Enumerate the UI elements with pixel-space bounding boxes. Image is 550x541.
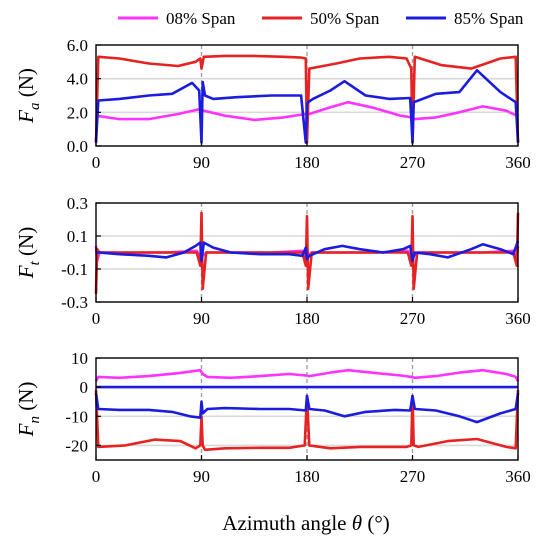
fa-series-span85-line [94, 69, 520, 144]
ft-xtick-label: 90 [193, 309, 210, 328]
ft-series-span85-line [96, 240, 520, 263]
ft-ytick-label: -0.3 [61, 293, 88, 312]
panel-fn: 0 90 180 270 360 10 0 -10 -20 Fn (N) [14, 349, 531, 486]
fa-series-span08-line [95, 100, 518, 122]
fa-xtick-label: 0 [92, 153, 101, 172]
fa-xtick-label: 270 [400, 153, 426, 172]
ft-xtick-label: 270 [400, 309, 426, 328]
fa-ytick-label: 4.0 [67, 70, 88, 89]
fa-ytick-label: 0.0 [67, 137, 88, 156]
ft-xtick-label: 180 [294, 309, 320, 328]
fn-ytick-label: 10 [71, 349, 88, 368]
ft-ytick-label: -0.1 [61, 260, 88, 279]
panels: 0 90 180 270 360 0.0 2.0 4.0 6.0 Fa (N) 0 90 180 270 3… [14, 36, 531, 486]
fn-xtick-label: 90 [193, 467, 210, 486]
fa-ylabel: Fa (N) [14, 68, 43, 124]
panel-ft: 0 90 180 270 360 -0.3 -0.1 0.1 0.3 Ft (N) [14, 194, 531, 328]
ft-xtick-label: 360 [505, 309, 531, 328]
ft-ytick-label: 0.1 [67, 227, 88, 246]
fn-xtick-label: 180 [294, 467, 320, 486]
fa-xtick-label: 90 [193, 153, 210, 172]
fn-series-span85-line [94, 392, 520, 424]
fn-ylabel: Fn (N) [14, 382, 43, 438]
legend: 08% Span 50% Span 85% Span [118, 9, 524, 28]
fn-series-span08-line [94, 368, 520, 382]
panel-fa: 0 90 180 270 360 0.0 2.0 4.0 6.0 Fa (N) [14, 36, 531, 172]
fa-xtick-label: 180 [294, 153, 320, 172]
fa-xtick-label: 360 [505, 153, 531, 172]
ft-ytick-label: 0.3 [67, 194, 88, 213]
ft-xtick-label: 0 [92, 309, 101, 328]
fa-ytick-label: 2.0 [67, 103, 88, 122]
fn-xtick-label: 0 [92, 467, 101, 486]
legend-label-span50: 50% Span [310, 9, 380, 28]
fn-ytick-label: 0 [80, 378, 89, 397]
fa-ytick-label: 6.0 [67, 36, 88, 55]
fn-ytick-label: -20 [65, 436, 88, 455]
ft-ylabel: Ft (N) [14, 227, 43, 279]
fn-xtick-label: 360 [505, 467, 531, 486]
fn-xtick-label: 270 [400, 467, 426, 486]
fa-series-span50-line [94, 54, 520, 144]
legend-label-span08: 08% Span [166, 9, 236, 28]
legend-label-span85: 85% Span [454, 9, 524, 28]
ft-series-span50-line [94, 211, 520, 294]
x-axis-title: Azimuth angle θ (°) [222, 511, 389, 535]
fn-ytick-label: -10 [65, 407, 88, 426]
